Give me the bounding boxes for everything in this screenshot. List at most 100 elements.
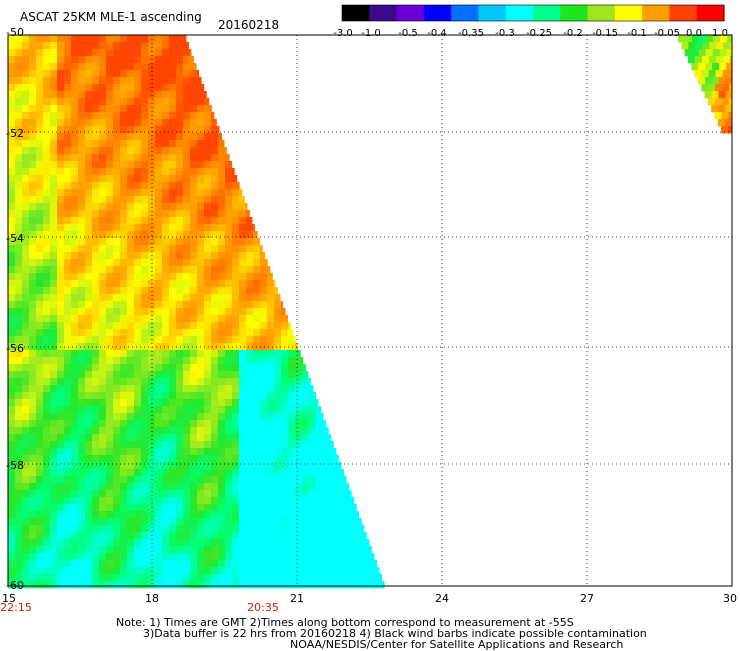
swath-pixel (29, 413, 37, 421)
swath-pixel (8, 231, 16, 239)
swath-pixel (85, 280, 93, 288)
swath-pixel (246, 406, 254, 414)
swath-pixel (715, 84, 723, 92)
swath-pixel (92, 385, 100, 393)
swath-pixel (232, 539, 240, 547)
swath-pixel (29, 350, 37, 358)
swath-pixel (127, 490, 135, 498)
swath-pixel (155, 287, 163, 295)
swath-pixel (190, 112, 198, 120)
swath-pixel (106, 168, 114, 176)
swath-pixel (36, 238, 44, 246)
swath-pixel (85, 70, 93, 78)
swath-pixel (8, 161, 16, 169)
swath-pixel (85, 105, 93, 113)
swath-pixel (134, 70, 142, 78)
swath-pixel (218, 567, 226, 575)
swath-pixel (155, 350, 163, 358)
swath-pixel (15, 301, 23, 309)
swath-pixel (36, 371, 44, 379)
swath-pixel (218, 273, 226, 281)
swath-pixel (36, 98, 44, 106)
swath-pixel (309, 399, 317, 407)
swath-pixel (92, 490, 100, 498)
swath-pixel (190, 182, 198, 190)
swath-pixel (183, 553, 191, 561)
swath-pixel (141, 77, 149, 85)
swath-pixel (337, 546, 345, 554)
swath-pixel (43, 35, 51, 43)
swath-pixel (316, 406, 322, 414)
swath-pixel (295, 455, 303, 463)
swath-pixel (141, 364, 149, 372)
swath-pixel (57, 518, 65, 526)
swath-pixel (253, 490, 261, 498)
swath-pixel (169, 238, 177, 246)
swath-pixel (218, 518, 226, 526)
swath-pixel (92, 273, 100, 281)
swath-pixel (92, 434, 100, 442)
swath-pixel (85, 154, 93, 162)
swath-pixel (43, 413, 51, 421)
swath-pixel (78, 546, 86, 554)
swath-pixel (92, 455, 100, 463)
swath-pixel (8, 266, 16, 274)
swath-pixel (204, 245, 212, 253)
swath-pixel (155, 49, 163, 57)
swath-pixel (176, 49, 184, 57)
swath-pixel (246, 259, 254, 267)
swath-pixel (50, 420, 58, 428)
swath-pixel (64, 336, 72, 344)
swath-pixel (323, 476, 331, 484)
swath-pixel (225, 406, 233, 414)
swath-pixel (204, 294, 212, 302)
swath-pixel (197, 119, 205, 127)
swath-pixel (155, 203, 163, 211)
swath-pixel (714, 112, 722, 120)
swath-pixel (316, 504, 324, 512)
swath-pixel (57, 315, 65, 323)
swath-pixel (281, 350, 289, 358)
swath-pixel (85, 266, 93, 274)
swath-pixel (724, 119, 733, 127)
swath-pixel (162, 504, 170, 512)
swath-pixel (22, 497, 30, 505)
swath-pixel (302, 518, 310, 526)
swath-pixel (64, 182, 72, 190)
swath-pixel (57, 70, 65, 78)
swath-pixel (64, 287, 72, 295)
swath-pixel (57, 49, 65, 57)
swath-pixel (57, 56, 65, 64)
swath-pixel (295, 490, 303, 498)
swath-pixel (169, 469, 177, 477)
swath-pixel (239, 224, 247, 232)
swath-pixel (176, 490, 184, 498)
swath-pixel (36, 252, 44, 260)
swath-pixel (169, 329, 177, 337)
swath-pixel (295, 539, 303, 547)
swath-pixel (183, 140, 191, 148)
swath-pixel (127, 112, 135, 120)
swath-pixel (274, 336, 282, 344)
swath-pixel (267, 385, 275, 393)
swath-pixel (309, 574, 317, 582)
swath-pixel (183, 434, 191, 442)
swath-pixel (29, 189, 37, 197)
swath-pixel (274, 483, 282, 491)
swath-pixel (330, 497, 338, 505)
swath-pixel (134, 420, 142, 428)
swath-pixel (274, 553, 282, 561)
swath-pixel (225, 182, 233, 190)
swath-pixel (92, 245, 100, 253)
swath-pixel (64, 98, 72, 106)
swath-pixel (43, 49, 51, 57)
swath-pixel (71, 455, 79, 463)
swath-pixel (190, 350, 198, 358)
swath-pixel (64, 105, 72, 113)
swath-pixel (50, 441, 58, 449)
swath-pixel (120, 315, 128, 323)
swath-pixel (176, 35, 184, 43)
swath-pixel (22, 231, 30, 239)
swath-pixel (162, 434, 170, 442)
swath-pixel (120, 175, 128, 183)
